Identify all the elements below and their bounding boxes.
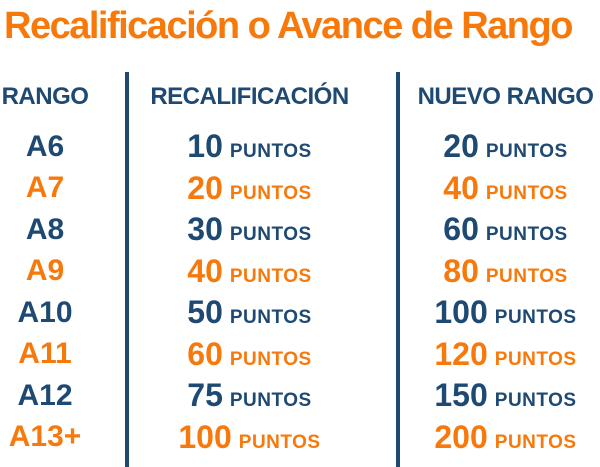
header-rango: RANGO: [1, 83, 89, 110]
header-nuevo-rango: NUEVO RANGO: [417, 83, 594, 110]
recalificacion-cell: 50 PUNTOS: [126, 294, 397, 331]
points-table: RANGO RECALIFICACIÓN NUEVO RANGO A6 10 PU…: [0, 72, 600, 467]
nuevo-rango-cell: 150 PUNTOS: [397, 377, 600, 414]
column-divider-2: [396, 72, 400, 467]
recalificacion-points: 75: [187, 377, 223, 414]
nuevo-rango-cell: 40 PUNTOS: [397, 170, 600, 207]
nuevo-rango-points: 120: [434, 335, 488, 372]
points-unit: PUNTOS: [229, 265, 312, 287]
recalificacion-cell: 100 PUNTOS: [126, 419, 397, 456]
nuevo-rango-cell: 60 PUNTOS: [397, 211, 600, 248]
recalificacion-points: 20: [187, 169, 223, 206]
points-unit: PUNTOS: [238, 431, 321, 453]
nuevo-rango-cell: 120 PUNTOS: [397, 336, 600, 373]
table-header-row: RANGO RECALIFICACIÓN NUEVO RANGO: [0, 74, 600, 120]
rank-cell: A10: [0, 296, 126, 330]
nuevo-rango-points: 150: [434, 377, 488, 414]
nuevo-rango-points: 100: [434, 294, 488, 331]
recalificacion-cell: 20 PUNTOS: [126, 170, 397, 207]
rank-cell: A8: [0, 213, 126, 247]
nuevo-rango-points: 20: [443, 128, 479, 165]
points-unit: PUNTOS: [229, 348, 312, 370]
recalificacion-points: 50: [187, 294, 223, 331]
points-unit: PUNTOS: [229, 224, 312, 246]
rank-label: A13+: [8, 420, 82, 454]
rank-cell: A9: [0, 254, 126, 288]
points-unit: PUNTOS: [229, 141, 312, 163]
rank-cell: A7: [0, 171, 126, 205]
table-row: A7 20 PUNTOS 40 PUNTOS: [0, 168, 600, 210]
header-recalificacion: RECALIFICACIÓN: [150, 83, 349, 110]
recalificacion-cell: 30 PUNTOS: [126, 211, 397, 248]
points-unit: PUNTOS: [494, 307, 577, 329]
table-row: A13+ 100 PUNTOS 200 PUNTOS: [0, 417, 600, 459]
nuevo-rango-cell: 80 PUNTOS: [397, 253, 600, 290]
recalificacion-cell: 60 PUNTOS: [126, 336, 397, 373]
rank-label: A11: [18, 337, 72, 371]
table-row: A10 50 PUNTOS 100 PUNTOS: [0, 292, 600, 334]
points-unit: PUNTOS: [485, 265, 568, 287]
rank-cell: A13+: [0, 420, 126, 454]
column-divider-1: [125, 72, 129, 467]
points-unit: PUNTOS: [494, 390, 577, 412]
nuevo-rango-points: 80: [443, 252, 479, 289]
nuevo-rango-points: 60: [443, 211, 479, 248]
table-row: A9 40 PUNTOS 80 PUNTOS: [0, 251, 600, 293]
nuevo-rango-points: 200: [434, 418, 488, 455]
recalificacion-points: 40: [187, 252, 223, 289]
rank-cell: A12: [0, 379, 126, 413]
table-row: A8 30 PUNTOS 60 PUNTOS: [0, 209, 600, 251]
recalificacion-cell: 10 PUNTOS: [126, 128, 397, 165]
rank-label: A8: [25, 212, 65, 246]
points-unit: PUNTOS: [229, 182, 312, 204]
rank-cell: A11: [0, 337, 126, 371]
points-unit: PUNTOS: [485, 182, 568, 204]
page-title: Recalificación o Avance de Rango: [4, 5, 573, 47]
rank-label: A7: [25, 171, 65, 205]
recalificacion-cell: 75 PUNTOS: [126, 377, 397, 414]
points-unit: PUNTOS: [229, 307, 312, 329]
table-row: A12 75 PUNTOS 150 PUNTOS: [0, 375, 600, 417]
table-body: A6 10 PUNTOS 20 PUNTOS A7 20 PUNTOS 40 PUNTO…: [0, 120, 600, 458]
recalificacion-points: 100: [178, 418, 232, 455]
points-unit: PUNTOS: [494, 431, 577, 453]
nuevo-rango-cell: 200 PUNTOS: [397, 419, 600, 456]
points-unit: PUNTOS: [229, 390, 312, 412]
recalificacion-points: 30: [187, 211, 223, 248]
nuevo-rango-cell: 100 PUNTOS: [397, 294, 600, 331]
rank-cell: A6: [0, 130, 126, 164]
recalificacion-points: 60: [187, 335, 223, 372]
recalificacion-cell: 40 PUNTOS: [126, 253, 397, 290]
rank-label: A9: [25, 254, 65, 288]
nuevo-rango-points: 40: [443, 169, 479, 206]
rank-label: A12: [17, 378, 73, 412]
nuevo-rango-cell: 20 PUNTOS: [397, 128, 600, 165]
table-row: A6 10 PUNTOS 20 PUNTOS: [0, 126, 600, 168]
points-unit: PUNTOS: [485, 224, 568, 246]
points-unit: PUNTOS: [485, 141, 568, 163]
recalificacion-points: 10: [187, 128, 223, 165]
table-row: A11 60 PUNTOS 120 PUNTOS: [0, 334, 600, 376]
points-unit: PUNTOS: [494, 348, 577, 370]
rank-label: A10: [17, 295, 73, 329]
rank-label: A6: [25, 129, 65, 163]
